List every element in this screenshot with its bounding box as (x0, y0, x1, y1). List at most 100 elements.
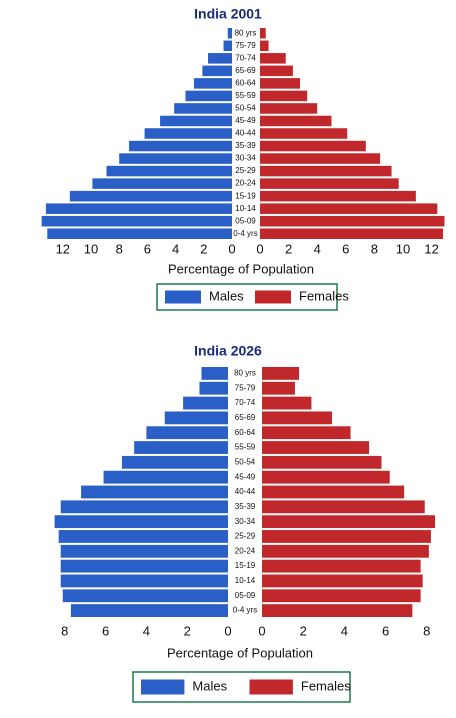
bar-female (260, 178, 399, 189)
bar-female (260, 165, 392, 177)
age-label: 75-79 (235, 41, 256, 50)
age-label: 15-19 (235, 561, 256, 570)
bar-female (262, 589, 421, 603)
bar-male (47, 228, 232, 239)
bar-female (260, 90, 308, 102)
x-tick-label: 2 (184, 623, 191, 638)
age-label: 40-44 (235, 129, 256, 138)
x-tick-label: 4 (314, 241, 321, 256)
bar-male (41, 215, 233, 227)
bar-female (262, 515, 436, 529)
age-label: 15-19 (235, 191, 256, 200)
bar-female (260, 203, 438, 214)
bar-female (262, 411, 333, 425)
bar-female (262, 381, 295, 395)
axis-label: Percentage of Population (167, 645, 313, 660)
bar-male (144, 128, 232, 139)
age-label: 35-39 (235, 502, 256, 511)
bar-female (262, 485, 405, 499)
age-label: 60-64 (235, 428, 256, 437)
x-tick-label: 6 (382, 623, 389, 638)
bar-female (262, 574, 423, 588)
bar-female (260, 40, 269, 52)
x-tick-label: 4 (143, 623, 150, 638)
bar-male (54, 515, 228, 529)
age-label: 55-59 (235, 443, 256, 452)
bar-female (262, 470, 390, 484)
x-tick-label: 4 (172, 241, 179, 256)
bar-male (70, 604, 228, 617)
age-label: 25-29 (235, 166, 256, 175)
bar-male (174, 103, 232, 114)
age-label: 50-54 (235, 104, 256, 113)
age-label: 0-4 yrs (233, 229, 257, 238)
bar-male (62, 589, 229, 603)
bar-male (199, 381, 228, 395)
age-label: 45-49 (235, 116, 256, 125)
x-tick-label: 12 (56, 241, 70, 256)
x-tick-label: 0 (256, 241, 263, 256)
age-label: 45-49 (235, 472, 256, 481)
age-label: 65-69 (235, 66, 256, 75)
x-tick-label: 10 (84, 241, 98, 256)
age-label: 80 yrs (235, 28, 257, 37)
age-label: 80 yrs (234, 369, 256, 378)
bar-female (260, 190, 416, 202)
age-label: 70-74 (235, 53, 256, 62)
legend-swatch (255, 290, 291, 304)
bar-male (121, 455, 228, 469)
bar-male (60, 500, 228, 514)
x-tick-label: 2 (200, 241, 207, 256)
x-tick-label: 0 (228, 241, 235, 256)
bar-female (262, 544, 429, 558)
legend-label: Males (209, 288, 244, 303)
bar-male (106, 165, 232, 177)
x-tick-label: 8 (61, 623, 68, 638)
bar-female (262, 441, 370, 454)
age-label: 65-69 (235, 413, 256, 422)
bar-male (92, 178, 232, 189)
bar-female (262, 455, 382, 469)
bar-male (202, 65, 232, 77)
legend-label: Females (301, 678, 351, 693)
age-label: 40-44 (235, 487, 256, 496)
age-label: 05-09 (235, 591, 256, 600)
bar-male (129, 140, 232, 152)
bar-male (60, 544, 228, 558)
age-label: 70-74 (235, 398, 256, 407)
x-tick-label: 0 (258, 623, 265, 638)
bar-female (260, 140, 366, 152)
bar-male (134, 441, 228, 454)
bar-female (260, 78, 301, 89)
age-label: 10-14 (235, 576, 256, 585)
age-label: 20-24 (235, 179, 256, 188)
bar-male (227, 28, 232, 39)
bar-male (185, 90, 232, 102)
age-label: 50-54 (235, 457, 256, 466)
bar-male (81, 485, 229, 499)
bar-female (260, 115, 332, 127)
bar-female (260, 128, 348, 139)
x-tick-label: 8 (371, 241, 378, 256)
legend-label: Females (299, 288, 349, 303)
bar-male (183, 396, 228, 410)
bar-male (60, 559, 228, 573)
bar-female (262, 530, 431, 543)
bar-male (201, 367, 228, 380)
age-label: 05-09 (235, 216, 256, 225)
x-tick-label: 2 (300, 623, 307, 638)
age-label: 75-79 (235, 383, 256, 392)
bar-female (262, 500, 425, 514)
bar-male (103, 470, 228, 484)
bar-female (260, 153, 381, 164)
age-label: 30-34 (235, 154, 256, 163)
x-tick-label: 8 (116, 241, 123, 256)
age-label: 30-34 (235, 517, 256, 526)
x-tick-label: 2 (285, 241, 292, 256)
x-tick-label: 12 (424, 241, 438, 256)
bar-male (208, 53, 232, 64)
bar-female (262, 367, 300, 380)
x-tick-label: 6 (102, 623, 109, 638)
chart-title: India 2001 (194, 6, 262, 22)
bar-male (58, 530, 229, 543)
